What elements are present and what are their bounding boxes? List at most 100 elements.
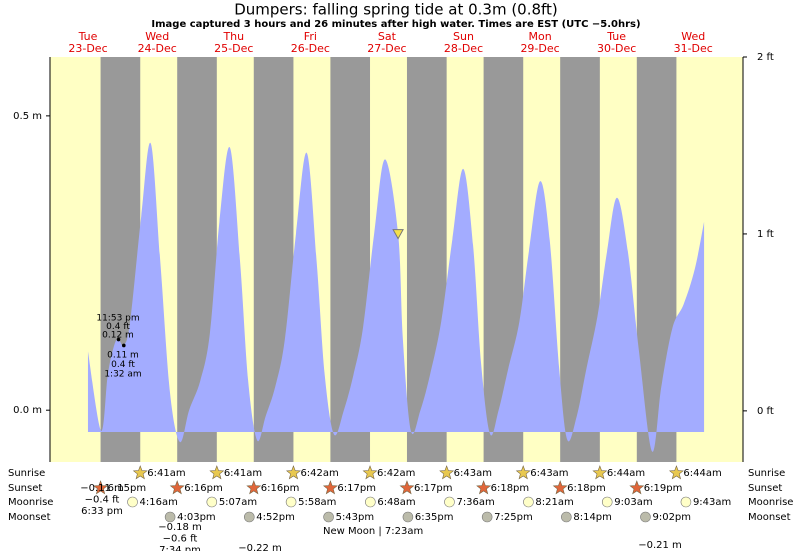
moonrise-time: 4:16am [140,497,178,508]
moonrise-time: 8:21am [535,497,573,508]
y2-tick-label: 2 ft [757,52,774,63]
star-icon [439,465,455,480]
star-icon [515,465,531,480]
date-label: 23-Dec [68,42,107,55]
sunrise-time: 6:42am [300,468,338,479]
sunrise-time: 6:44am [607,468,645,479]
row-label: Sunrise [748,468,785,479]
sunrise-time: 6:41am [147,468,185,479]
row-label: Sunset [748,483,782,494]
row-label: Sunrise [8,468,45,479]
low-label: −0.18 m [158,522,202,533]
sunset-time: 6:17pm [337,483,376,494]
row-label: Moonset [8,512,51,523]
star-icon [629,480,645,495]
moonset-time: 8:14pm [573,512,612,523]
sunrise-time: 6:44am [683,468,721,479]
moonrise-icon [285,496,297,508]
date-label: 26-Dec [291,42,330,55]
moonrise-time: 9:03am [614,497,652,508]
star-icon [285,465,301,480]
star-icon [668,465,684,480]
moonset-icon [481,511,493,523]
date-label: 28-Dec [444,42,483,55]
low-label: −0.4 ft [85,495,120,506]
sunset-time: 6:19pm [644,483,683,494]
y2-tick-label: 1 ft [757,229,774,240]
moonrise-icon [206,496,218,508]
low-label: −0.21 m [638,540,682,551]
moonrise-time: 6:48am [377,497,415,508]
star-icon [209,465,225,480]
star-icon [592,465,608,480]
moonrise-time: 5:07am [219,497,257,508]
sunset-time: 6:16pm [261,483,300,494]
moonrise-icon [680,496,692,508]
sunset-time: 6:15pm [108,483,147,494]
star-icon [552,480,568,495]
low-label: −0.11 m [80,483,124,494]
low-label: −0.6 ft [163,534,198,545]
star-icon [93,480,109,495]
y-tick-label: 0.5 m [13,111,42,122]
moonset-icon [640,511,651,523]
row-label: Moonrise [8,497,53,508]
date-label: 24-Dec [138,42,177,55]
row-label: Sunset [8,483,42,494]
date-label: 27-Dec [367,42,406,55]
chart-title: Dumpers: falling spring tide at 0.3m (0.… [234,1,558,19]
moonrise-time: 7:36am [456,497,494,508]
sunrise-time: 6:41am [224,468,262,479]
star-icon [362,465,378,480]
moonset-icon [164,511,176,523]
low-label: 7:34 pm [159,545,201,551]
weekday-label: Sun [453,30,474,43]
weekday-label: Tue [78,30,98,43]
date-label: 31-Dec [674,42,713,55]
low-label: −0.22 m [238,543,282,551]
moonrise-time: 5:58am [298,497,336,508]
chart-subtitle: Image captured 3 hours and 26 minutes af… [151,19,640,30]
tide-area [87,142,705,452]
weekday-label: Fri [304,30,317,43]
sunset-time: 6:18pm [567,483,606,494]
weekday-label: Mon [528,30,551,43]
high-note: 0.12 m [102,331,134,341]
moonset-time: 7:25pm [494,512,533,523]
extreme-point [116,337,121,342]
moonrise-icon [601,496,613,508]
low-label: 6:33 pm [81,506,123,517]
star-icon [399,480,415,495]
date-label: 30-Dec [597,42,636,55]
sunrise-time: 6:42am [377,468,415,479]
moonset-time: 6:35pm [415,512,454,523]
row-label: Moonrise [748,497,793,508]
moonrise-icon [127,496,138,508]
sunset-time: 6:18pm [491,483,530,494]
weekday-label: Sat [378,30,397,43]
low-note: 0.4 ft [111,360,135,370]
moonrise-icon [444,496,455,508]
moonrise-time: 9:43am [693,497,731,508]
sunset-time: 6:17pm [414,483,453,494]
star-icon [169,480,185,495]
moonrise-icon [365,496,376,508]
sunrise-time: 6:43am [454,468,492,479]
moonset-time: 4:52pm [256,512,295,523]
weekday-label: Tue [606,30,626,43]
weekday-label: Wed [681,30,705,43]
star-icon [246,480,262,495]
low-note: 1:32 am [104,370,141,380]
moonset-icon [244,511,255,523]
date-label: 29-Dec [520,42,559,55]
weekday-label: Wed [145,30,169,43]
star-icon [322,480,338,495]
moonset-icon [402,511,414,523]
moon-phase: New Moon | 7:23am [323,526,423,537]
date-label: 25-Dec [214,42,253,55]
low-note: 0.11 m [107,351,139,361]
y-tick-label: 0.0 m [13,405,42,416]
sunset-time: 6:16pm [184,483,223,494]
moonset-time: 9:02pm [652,512,691,523]
moonset-time: 5:43pm [336,512,375,523]
